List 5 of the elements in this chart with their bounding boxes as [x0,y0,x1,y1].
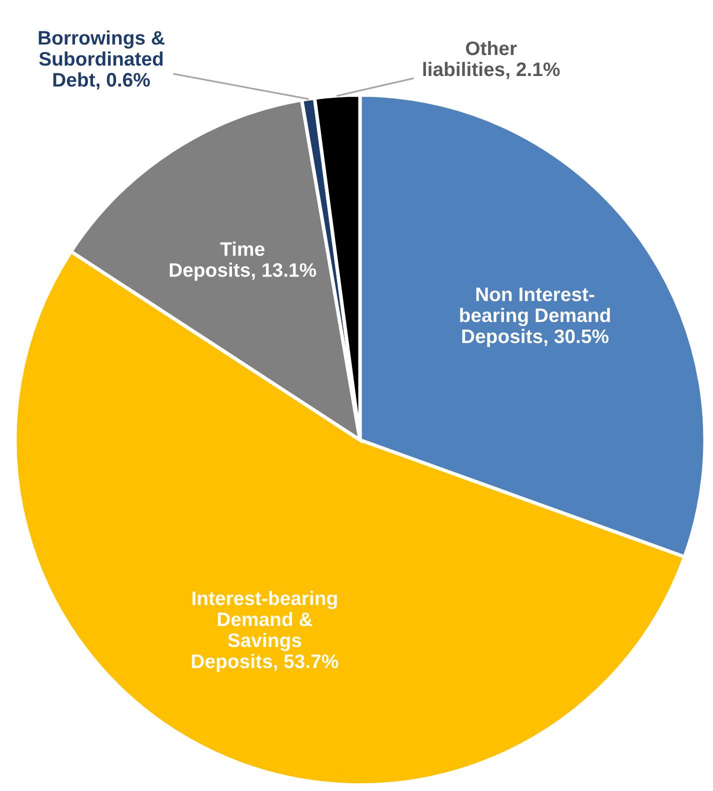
slice-label: Other liabilities, 2.1% [423,40,560,80]
slice-label: Time Deposits, 13.1% [170,242,316,281]
slice-label: Borrowings & Subordinated Debt, 0.6% [38,30,164,90]
slice-label: Interest-bearing Demand & Savings Deposits, 53.7% [192,590,338,672]
slice-label: Non Interest- bearing Demand Deposits, 30.5% [460,288,610,348]
